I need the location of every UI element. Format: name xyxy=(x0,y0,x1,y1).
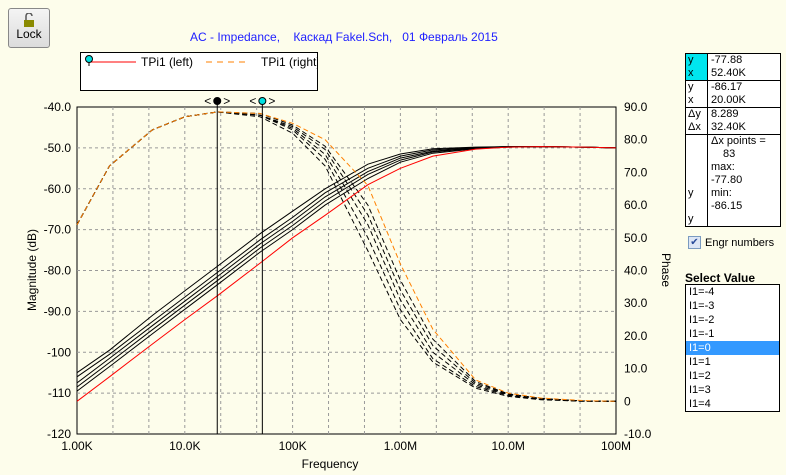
phase-trace-selected xyxy=(76,111,617,402)
y2-tick-label: 60.0 xyxy=(624,198,648,212)
lock-button[interactable]: Lock xyxy=(8,8,50,48)
delta-readout: Δy Δx 8.289 32.40K xyxy=(686,108,780,135)
select-option[interactable]: I1=4 xyxy=(689,398,711,410)
cursor-arrow-right-icon: > xyxy=(268,94,275,108)
x-tick-label: 1.00M xyxy=(384,439,417,453)
lock-label: Lock xyxy=(16,27,42,41)
cursor-arrow-right-icon: > xyxy=(223,94,230,108)
y2-tick-label: 90.0 xyxy=(624,100,648,114)
cursor1-x: 52.40K xyxy=(711,67,746,79)
select-option[interactable]: I1=-2 xyxy=(689,314,715,326)
y2-axis-label: Phase xyxy=(659,253,673,287)
select-option[interactable]: I1=1 xyxy=(689,356,711,368)
checkmark-icon: ✔ xyxy=(688,236,701,249)
select-option[interactable]: I1=-4 xyxy=(689,286,715,298)
chart-plot[interactable]: < > < > 1.00K 10.0K 100K 1.00M 10.0M 100M -40.0 -5… xyxy=(0,0,680,475)
delta-x: 32.40K xyxy=(711,121,746,133)
y-tick-label: -120 xyxy=(47,427,71,441)
y-tick-label: -50.0 xyxy=(44,141,72,155)
legend-left-label: TPi1 (left) xyxy=(141,55,193,69)
y-tick-label: -60.0 xyxy=(44,182,72,196)
select-option[interactable]: I1=-3 xyxy=(689,300,715,312)
cursor1-handle-icon xyxy=(213,97,222,105)
select-option[interactable]: I1=2 xyxy=(689,370,711,382)
y2-tick-label: 80.0 xyxy=(624,133,648,147)
y2-tick-label: 70.0 xyxy=(624,165,648,179)
x-tick-label: 10.0M xyxy=(492,439,525,453)
y2-tick-label: 20.0 xyxy=(624,329,648,343)
y2-tick-label: 30.0 xyxy=(624,296,648,310)
x-tick-label: 100K xyxy=(279,439,307,453)
plot-area xyxy=(76,106,617,435)
select-option[interactable]: I1=-1 xyxy=(689,328,715,340)
cursor2-handle-icon xyxy=(258,97,267,105)
select-option[interactable]: I1=0 xyxy=(686,341,779,355)
y-tick-label: -90.0 xyxy=(44,304,72,318)
y-tick-label: -40.0 xyxy=(44,100,72,114)
delta-y: 8.289 xyxy=(711,108,739,120)
legend-right-label: TPi1 (right) xyxy=(261,55,317,69)
engr-numbers-checkbox[interactable]: ✔ Engr numbers xyxy=(688,236,774,249)
select-option[interactable]: I1=3 xyxy=(689,384,711,396)
select-value-list[interactable]: I1=-4 I1=-3 I1=-2 I1=-1 I1=0 I1=1 I1=2 I1=3 I1=4 xyxy=(685,284,780,412)
y2-tick-label: 50.0 xyxy=(624,231,648,245)
x-tick-label: 10.0K xyxy=(169,439,200,453)
x-tick-label: 100M xyxy=(601,439,631,453)
cursor2-y: -86.17 xyxy=(711,81,743,93)
y2-tick-label: 0 xyxy=(624,394,631,408)
cursor1-y: -77.88 xyxy=(711,54,743,66)
y-tick-label: -70.0 xyxy=(44,223,72,237)
points-count: 83 xyxy=(723,148,736,160)
y2-tick-label: -10.0 xyxy=(624,427,652,441)
max-value: -77.80 xyxy=(711,174,743,186)
padlock-icon xyxy=(23,12,35,27)
x-tick-label: 1.00K xyxy=(61,439,92,453)
cursor-arrow-left-icon: < xyxy=(204,94,211,108)
legend: TPi1 (left) TPi1 (right) xyxy=(80,52,320,91)
x-axis-label: Frequency xyxy=(302,457,359,471)
magnitude-trace-selected xyxy=(76,146,617,402)
y2-tick-label: 10.0 xyxy=(624,362,648,376)
y2-tick-label: 40.0 xyxy=(624,264,648,278)
y-tick-label: -110 xyxy=(48,386,71,400)
select-value-title: Select Value xyxy=(685,271,756,285)
stats-readout: y y Δx points = 83 max: -77.80 min: -86.… xyxy=(688,135,766,226)
cursor2-x: 20.00K xyxy=(711,94,746,106)
y-tick-label: -80.0 xyxy=(44,264,72,278)
y-axis-label: Magnitude (dB) xyxy=(25,229,39,311)
cursor-arrow-left-icon: < xyxy=(249,94,256,108)
chart-title: AC - Impedance, Каскад Fakel.Sch, 01 Фев… xyxy=(190,30,498,44)
min-value: -86.15 xyxy=(711,200,743,212)
y-tick-label: -100 xyxy=(47,345,71,359)
